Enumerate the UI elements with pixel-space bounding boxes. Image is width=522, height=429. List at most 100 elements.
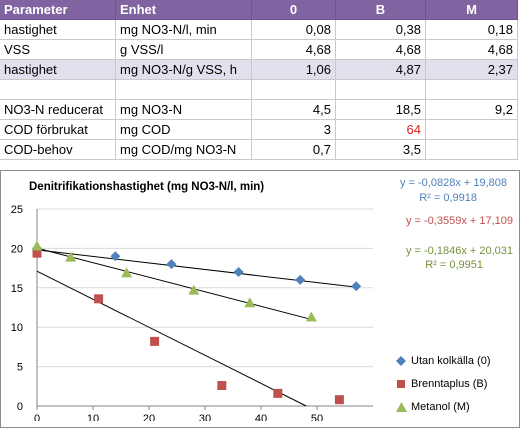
table-cell[interactable]	[426, 140, 518, 160]
table-cell[interactable]: 9,2	[426, 100, 518, 120]
table-cell[interactable]: 0,7	[252, 140, 336, 160]
gridlines	[37, 208, 373, 407]
table-cell[interactable]: 4,68	[336, 40, 426, 60]
table-cell[interactable]	[0, 80, 116, 100]
table-cell[interactable]: mg NO3-N/l, min	[116, 20, 252, 40]
x-tick-label: 20	[143, 413, 155, 421]
data-point-triangle	[305, 311, 317, 322]
x-tick-label: 50	[311, 413, 323, 421]
table-cell[interactable]: mg NO3-N	[116, 100, 252, 120]
table-cell[interactable]: NO3-N reducerat	[0, 100, 116, 120]
y-tick-label: 0	[17, 401, 23, 413]
table-row	[0, 80, 522, 100]
trendline-equation-b: y = -0,3559x + 17,109	[405, 215, 513, 227]
table-cell[interactable]: COD förbrukat	[0, 120, 116, 140]
table-cell[interactable]: 4,87	[336, 60, 426, 80]
data-point-triangle	[31, 240, 43, 251]
table-row: COD-behov mg COD/mg NO3-N 0,7 3,5	[0, 140, 522, 160]
trendline	[36, 249, 357, 288]
table-cell[interactable]	[426, 80, 518, 100]
legend-item-0: Utan kolkälla (0)	[395, 349, 490, 372]
header-cell[interactable]: Parameter	[0, 0, 116, 20]
table-row: hastighet mg NO3-N/g VSS, h 1,06 4,87 2,…	[0, 60, 522, 80]
data-points	[31, 240, 362, 405]
table-cell[interactable]	[116, 80, 252, 100]
trendline-r2-0: R² = 0,9918	[419, 192, 477, 204]
data-point-square	[94, 294, 104, 304]
legend-label: Utan kolkälla (0)	[411, 354, 491, 367]
data-point-square	[150, 336, 160, 346]
data-point-triangle	[244, 297, 256, 308]
table-cell[interactable]: 0,08	[252, 20, 336, 40]
legend-item-m: Metanol (M)	[395, 395, 490, 418]
table-cell[interactable]: 64	[336, 120, 426, 140]
table-cell[interactable]: mg COD	[116, 120, 252, 140]
square-marker-icon	[395, 378, 407, 390]
legend-item-b: Brenntaplus (B)	[395, 372, 490, 395]
legend-label: Metanol (M)	[411, 400, 470, 413]
x-tick-label: 40	[255, 413, 267, 421]
header-cell[interactable]: B	[336, 0, 426, 20]
table-row: COD förbrukat mg COD 3 64	[0, 120, 522, 140]
table-cell[interactable]: 0,18	[426, 20, 518, 40]
data-point-diamond	[295, 274, 306, 285]
trendline	[36, 270, 307, 407]
legend-label: Brenntaplus (B)	[411, 377, 488, 390]
diamond-marker-icon	[395, 355, 407, 367]
table-header-row: Parameter Enhet 0 B M	[0, 0, 522, 20]
table-cell[interactable]: hastighet	[0, 20, 116, 40]
table-row: hastighet mg NO3-N/l, min 0,08 0,38 0,18	[0, 20, 522, 40]
table-cell[interactable]	[336, 80, 426, 100]
table-cell[interactable]: VSS	[0, 40, 116, 60]
table-cell[interactable]: 4,68	[426, 40, 518, 60]
table-cell[interactable]: 18,5	[336, 100, 426, 120]
table-cell[interactable]: mg NO3-N/g VSS, h	[116, 60, 252, 80]
table-cell[interactable]: 1,06	[252, 60, 336, 80]
y-tick-label: 15	[11, 283, 23, 295]
y-tick-label: 25	[11, 204, 23, 216]
table-cell[interactable]: COD-behov	[0, 140, 116, 160]
data-point-diamond	[166, 259, 177, 270]
chart-object[interactable]: Denitrifikationshastighet (mg NO3-N/l, m…	[0, 170, 520, 428]
plot-area: 0 5 10 15 20 25 0 10 20 30 40 50	[11, 204, 373, 421]
data-point-square	[32, 248, 42, 258]
table-row: NO3-N reducerat mg NO3-N 4,5 18,5 9,2	[0, 100, 522, 120]
y-tick-label: 5	[17, 362, 23, 374]
y-tick-label: 10	[11, 322, 23, 334]
trendline-equation-0: y = -0,0828x + 19,808	[399, 177, 507, 189]
data-point-diamond	[233, 267, 244, 278]
data-point-square	[217, 381, 227, 391]
trendline-equation-m: y = -0,1846x + 20,031	[405, 245, 513, 257]
data-point-diamond	[351, 281, 362, 292]
data-point-triangle	[65, 251, 77, 262]
x-tick-label: 30	[199, 413, 211, 421]
y-tick-label: 20	[11, 243, 23, 255]
trendline	[36, 247, 312, 320]
header-cell[interactable]: Enhet	[116, 0, 252, 20]
table-cell[interactable]: 0,38	[336, 20, 426, 40]
triangle-marker-icon	[395, 401, 407, 413]
table-cell[interactable]: 4,68	[252, 40, 336, 60]
header-cell[interactable]: 0	[252, 0, 336, 20]
table-cell[interactable]: mg COD/mg NO3-N	[116, 140, 252, 160]
table-cell[interactable]	[252, 80, 336, 100]
trendline-r2-m: R² = 0,9951	[425, 259, 483, 271]
axes: 0 5 10 15 20 25 0 10 20 30 40 50	[11, 204, 373, 421]
header-cell[interactable]: M	[426, 0, 518, 20]
data-point-square	[334, 395, 344, 405]
chart-title: Denitrifikationshastighet (mg NO3-N/l, m…	[29, 181, 265, 193]
data-point-triangle	[188, 284, 200, 295]
table-cell[interactable]: 4,5	[252, 100, 336, 120]
table-cell[interactable]: 3	[252, 120, 336, 140]
table-cell[interactable]: hastighet	[0, 60, 116, 80]
data-point-diamond	[110, 251, 121, 262]
x-tick-label: 0	[34, 413, 40, 421]
x-tick-label: 10	[87, 413, 99, 421]
table-cell[interactable]: 3,5	[336, 140, 426, 160]
table-cell[interactable]	[426, 120, 518, 140]
data-point-triangle	[121, 267, 133, 278]
table-cell[interactable]: g VSS/l	[116, 40, 252, 60]
table-cell[interactable]: 2,37	[426, 60, 518, 80]
chart-legend: Utan kolkälla (0) Brenntaplus (B) Metano…	[395, 349, 490, 418]
table-row: VSS g VSS/l 4,68 4,68 4,68	[0, 40, 522, 60]
